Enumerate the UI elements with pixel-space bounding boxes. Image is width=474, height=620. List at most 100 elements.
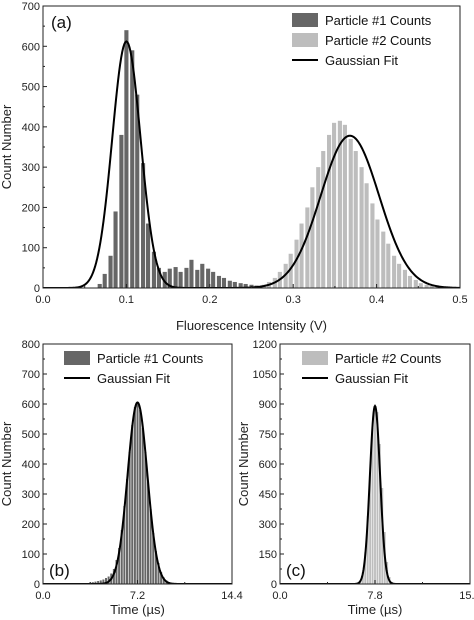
x-tick-label: 15.6 (459, 590, 474, 602)
histogram-bar (374, 406, 376, 584)
histogram-bar (238, 283, 243, 288)
legend-label: Particle #1 Counts (97, 351, 204, 366)
x-tick-label: 0.0 (35, 294, 50, 306)
y-tick-label: 300 (22, 489, 40, 501)
histogram-bar (157, 563, 160, 584)
x-tick-label: 7.8 (367, 590, 382, 602)
histogram-bar (154, 551, 157, 584)
histogram-bar (178, 271, 183, 288)
histogram-bar (184, 267, 189, 288)
histogram-bar (211, 271, 216, 288)
histogram-bar (402, 269, 408, 288)
histogram-bar (288, 253, 293, 288)
y-axis-label: Count Number (0, 104, 14, 189)
histogram-bar (348, 138, 353, 288)
histogram-bar (133, 407, 136, 584)
histogram-bar (105, 578, 107, 584)
histogram-bar (167, 268, 172, 288)
histogram-bar (381, 231, 386, 288)
legend: Particle #1 Counts Gaussian Fit (64, 351, 204, 386)
y-tick-label: 300 (259, 519, 277, 531)
histogram-bar (195, 269, 200, 288)
legend-label: Gaussian Fit (325, 53, 398, 68)
y-tick-label: 700 (22, 1, 40, 13)
legend-label: Particle #2 Counts (335, 351, 442, 366)
histogram-bar (141, 428, 144, 584)
x-tick-label: 0.2 (202, 294, 217, 306)
histogram-bar (135, 94, 140, 288)
y-tick-label: 400 (22, 122, 40, 134)
y-tick-label: 1050 (253, 369, 277, 381)
histogram-bar (156, 267, 161, 288)
legend-swatch-bar (302, 351, 328, 365)
histogram-bar (369, 472, 372, 584)
y-tick-label: 800 (22, 339, 40, 351)
histogram-bar (151, 251, 156, 288)
histogram-bar (371, 428, 374, 584)
histogram-bar (321, 151, 326, 288)
histogram-bar (128, 452, 131, 584)
histogram-bar (435, 286, 440, 288)
histogram-bar (118, 548, 121, 584)
histogram-bar (392, 255, 397, 288)
histogram-bar (97, 283, 102, 288)
y-tick-label: 300 (22, 162, 40, 174)
histogram-bar (97, 581, 100, 584)
histogram-bar (397, 263, 402, 288)
histogram-bar (102, 273, 107, 288)
y-tick-label: 500 (22, 429, 40, 441)
legend-label: Gaussian Fit (335, 371, 408, 386)
histogram-bar (94, 581, 97, 584)
histogram-bar (366, 516, 369, 584)
y-tick-label: 0 (271, 579, 277, 591)
x-tick-label: 0.0 (272, 590, 287, 602)
histogram-bar (131, 425, 134, 584)
histogram-bar (120, 530, 123, 584)
histogram-bar (310, 187, 315, 288)
histogram-bar (146, 223, 151, 288)
panel-c: 0 150 300 450 600 750 900 1050 1200 0.0 7.8 15.6 Tim… (236, 339, 474, 617)
histogram-bar (139, 410, 142, 584)
x-tick-label: 7.2 (130, 590, 145, 602)
histogram-bar (216, 275, 222, 288)
histogram-bar (342, 124, 347, 288)
legend-label: Particle #1 Counts (325, 13, 432, 28)
histogram-bar (112, 569, 115, 584)
legend-swatch-bar (292, 33, 318, 47)
histogram-bar (173, 267, 178, 288)
y-tick-label: 100 (22, 243, 40, 255)
histogram-bar (243, 283, 248, 288)
histogram-bar (107, 576, 110, 584)
x-tick-label: 0.5 (452, 294, 467, 306)
histogram-bar (283, 263, 288, 288)
histogram-bar (378, 444, 381, 584)
histogram-bar (206, 268, 211, 288)
y-tick-label: 700 (22, 369, 40, 381)
y-tick-label: 900 (259, 399, 277, 411)
histogram-bar (353, 151, 358, 288)
y-tick-label: 200 (22, 519, 40, 531)
histogram-bar (305, 207, 310, 288)
histogram-bar (147, 482, 149, 584)
y-axis-label: Count Number (0, 421, 14, 506)
histogram-bar (375, 219, 380, 288)
histogram-bar (232, 281, 237, 288)
y-tick-label: 750 (259, 429, 277, 441)
histogram-bar (152, 533, 155, 584)
histogram-bar (429, 285, 434, 288)
histogram-bar (364, 183, 369, 288)
plot-area (43, 30, 460, 288)
legend-swatch-bar (292, 13, 318, 27)
histogram-bar (376, 412, 379, 584)
histogram-bar (327, 134, 332, 288)
x-tick-label: 14.4 (221, 590, 242, 602)
histogram-bar (162, 271, 167, 288)
panel-b: 0 100 200 300 400 500 600 700 800 0.0 7.2 14.4 Time … (0, 339, 243, 617)
x-axis-label: Fluorescence Intensity (V) (176, 318, 327, 333)
y-tick-label: 1200 (253, 339, 277, 351)
x-tick-label: 0.1 (119, 294, 134, 306)
x-axis-label: Time (µs) (110, 602, 165, 617)
y-tick-label: 600 (259, 459, 277, 471)
